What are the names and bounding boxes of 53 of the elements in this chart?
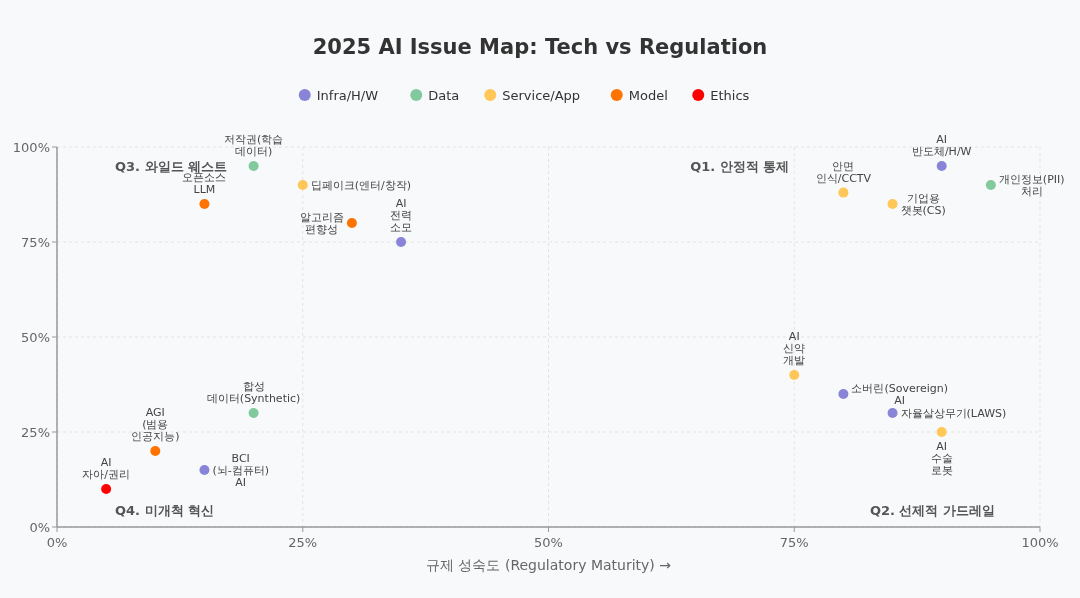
- annotation: AGI (범용 인공지능): [131, 406, 180, 443]
- point: [346, 218, 357, 228]
- point: [887, 199, 898, 209]
- annotation: 개인정보(PII) 처리: [998, 172, 1065, 198]
- chart-title: 2025 AI Issue Map: Tech vs Regulation: [312, 35, 768, 59]
- annotation: AI 전력 소모: [390, 197, 413, 234]
- annotation: 합성 데이터(Synthetic): [206, 380, 301, 405]
- legend-label: Infra/H/W: [316, 88, 379, 103]
- x-tick-label: 100%: [1021, 535, 1059, 550]
- legend-label: Model: [628, 88, 668, 103]
- legend-label: Data: [428, 88, 460, 103]
- annotation: 자율살상무기(LAWS): [900, 406, 1007, 420]
- point: [936, 427, 947, 437]
- annotation: Q4. 미개척 혁신: [115, 503, 215, 518]
- annotation: AI 반도체/H/W: [911, 133, 972, 158]
- x-tick-label: 0%: [46, 535, 68, 550]
- point: [887, 408, 898, 418]
- annotation: 저작권(학습 데이터): [223, 133, 284, 158]
- point: [838, 389, 849, 399]
- annotation: Q3. 와일드 웨스트: [115, 159, 228, 174]
- point: [199, 465, 210, 475]
- y-tick-label: 50%: [21, 330, 50, 345]
- annotation: AI 수술 로봇: [930, 440, 953, 477]
- y-tick-label: 0%: [29, 520, 50, 535]
- annotation: 기업용 챗봇(CS): [900, 191, 946, 217]
- annotation: 딥페이크(엔터/창작): [310, 178, 412, 192]
- x-tick-label: 25%: [288, 535, 318, 550]
- point: [199, 199, 210, 209]
- point: [789, 370, 800, 380]
- annotation: 알고리즘 편향성: [299, 210, 344, 236]
- annotation: BCI (뇌-컴퓨터) AI: [212, 451, 270, 489]
- point: [985, 180, 996, 190]
- annotation: AI 신약 개발: [783, 330, 806, 367]
- legend-label: Service/App: [502, 88, 581, 103]
- legend-label: Ethics: [710, 88, 750, 103]
- point: [396, 237, 407, 247]
- point: [150, 446, 161, 456]
- point: [248, 161, 259, 171]
- annotation: 소버린(Sovereign) AI: [851, 381, 949, 407]
- x-tick-label: 75%: [779, 535, 809, 550]
- annotation: 안면 인식/CCTV: [815, 159, 872, 185]
- point: [936, 161, 947, 171]
- point: [248, 408, 259, 418]
- x-axis-title: 규제 성숙도 (Regulatory Maturity) →: [426, 557, 672, 573]
- y-tick-label: 100%: [12, 140, 50, 155]
- annotation: AI 자아/권리: [82, 456, 131, 481]
- y-tick-label: 75%: [21, 235, 50, 250]
- point: [297, 180, 308, 190]
- y-tick-label: 25%: [21, 425, 50, 440]
- x-tick-label: 50%: [534, 535, 563, 550]
- annotation: Q1. 안정적 통제: [690, 159, 790, 174]
- annotation: Q2. 선제적 가드레일: [869, 503, 995, 518]
- point: [838, 187, 849, 198]
